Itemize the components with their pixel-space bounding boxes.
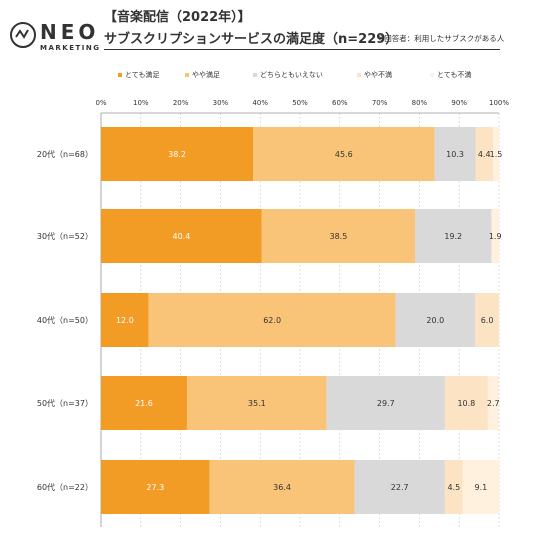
bar-segment [209,460,355,514]
bar-segment [493,127,499,181]
data-label: 4.4 [478,150,491,159]
legend-swatch [185,73,189,77]
legend-swatch [253,73,257,77]
bar-segment [491,209,499,263]
data-label: 29.7 [377,399,395,408]
data-label: 4.5 [447,483,460,492]
data-label: 40.4 [172,232,190,241]
data-label: 6.0 [481,316,494,325]
bar-segment [101,376,187,430]
logo-mark-icon [10,22,36,48]
x-tick-label: 50% [292,99,308,107]
bar-segment [444,460,463,514]
legend-label: とても満足 [125,71,160,79]
bar-segment [326,376,445,430]
bar-segment [101,209,262,263]
legend-label: どちらともいえない [260,71,323,79]
bar-segment [101,293,149,347]
x-tick-label: 90% [451,99,467,107]
x-tick-label: 10% [133,99,149,107]
category-label: 40代（n=50） [37,315,93,325]
bar-segment [101,460,210,514]
header: NEO MARKETING 【音楽配信（2022年）】 サブスクリプションサービ… [0,0,536,60]
legend-label: とても不満 [437,71,472,79]
bar-segment [354,460,445,514]
chart-legend: とても満足 やや満足 どちらともいえない やや不満 とても不満 [0,70,536,82]
category-label: 50代（n=37） [37,398,93,408]
bar-segment [475,127,494,181]
x-tick-label: 60% [332,99,348,107]
data-label: 38.2 [168,150,186,159]
category-label: 60代（n=22） [37,482,93,492]
x-tick-label: 80% [412,99,428,107]
data-label: 1.5 [490,150,503,159]
bar-segment [261,209,416,263]
legend-item: とても不満 [430,70,471,80]
legend-item: やや満足 [185,70,220,80]
legend-swatch [357,73,361,77]
data-label: 21.6 [135,399,153,408]
x-tick-label: 100% [489,99,509,107]
respondent-note: ※回答者：利用したサブスクがある人 [378,34,505,43]
data-label: 62.0 [263,316,281,325]
data-label: 45.6 [335,150,353,159]
bar-segment [101,127,254,181]
bar-segment [415,209,492,263]
chart-title: サブスクリプションサービスの満足度（n=229） [104,32,399,47]
bar-segment [444,376,488,430]
legend-swatch [118,73,122,77]
data-label: 10.3 [446,150,464,159]
category-label: 30代（n=52） [37,231,93,241]
data-label: 20.0 [426,316,444,325]
legend-swatch [430,73,434,77]
data-label: 9.1 [475,483,488,492]
bar-segment [253,127,435,181]
data-label: 1.9 [489,232,502,241]
x-tick-label: 30% [213,99,229,107]
category-label: 20代（n=68） [37,149,93,159]
data-label: 10.8 [457,399,475,408]
data-label: 19.2 [444,232,462,241]
bar-segment [186,376,327,430]
legend-item: とても満足 [118,70,159,80]
bar-segment [395,293,476,347]
x-tick-label: 0% [95,99,106,107]
legend-label: やや満足 [192,71,220,79]
bar-segment [487,376,499,430]
data-label: 27.3 [146,483,164,492]
legend-item: どちらともいえない [253,70,323,80]
logo-name: NEO [40,20,100,44]
chart-title-category: 【音楽配信（2022年）】 [104,10,251,25]
title-underline [104,49,500,50]
bar-segment [148,293,396,347]
data-label: 38.5 [330,232,348,241]
bar-segment [475,293,499,347]
bar-segment [434,127,476,181]
data-label: 36.4 [273,483,291,492]
data-label: 35.1 [248,399,266,408]
data-label: 22.7 [391,483,409,492]
legend-item: やや不満 [357,70,392,80]
neo-marketing-logo: NEO MARKETING [10,20,100,60]
x-tick-label: 40% [252,99,268,107]
x-tick-label: 70% [372,99,388,107]
legend-label: やや不満 [364,71,392,79]
x-tick-label: 20% [173,99,189,107]
bar-segment [462,460,499,514]
data-label: 12.0 [116,316,134,325]
logo-subtitle: MARKETING [40,44,101,52]
data-label: 2.7 [487,399,500,408]
